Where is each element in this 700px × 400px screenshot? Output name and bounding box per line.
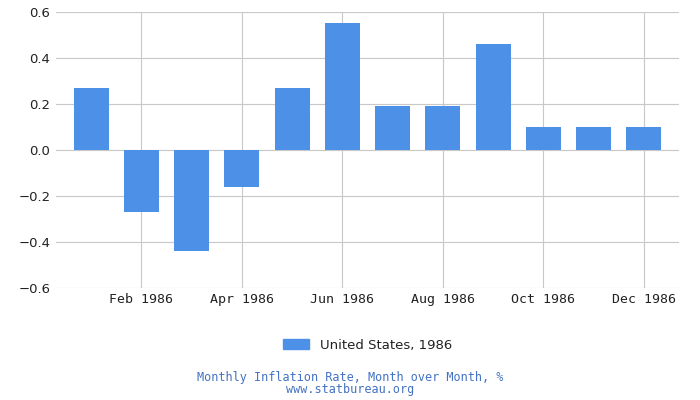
Bar xyxy=(274,88,309,150)
Bar xyxy=(325,24,360,150)
Bar xyxy=(74,88,108,150)
Bar xyxy=(576,127,611,150)
Bar xyxy=(224,150,260,187)
Text: www.statbureau.org: www.statbureau.org xyxy=(286,384,414,396)
Bar xyxy=(626,127,662,150)
Bar xyxy=(375,106,410,150)
Bar xyxy=(174,150,209,251)
Bar xyxy=(526,127,561,150)
Bar xyxy=(475,44,511,150)
Bar xyxy=(426,106,461,150)
Legend: United States, 1986: United States, 1986 xyxy=(278,333,457,357)
Bar xyxy=(124,150,159,212)
Text: Monthly Inflation Rate, Month over Month, %: Monthly Inflation Rate, Month over Month… xyxy=(197,372,503,384)
